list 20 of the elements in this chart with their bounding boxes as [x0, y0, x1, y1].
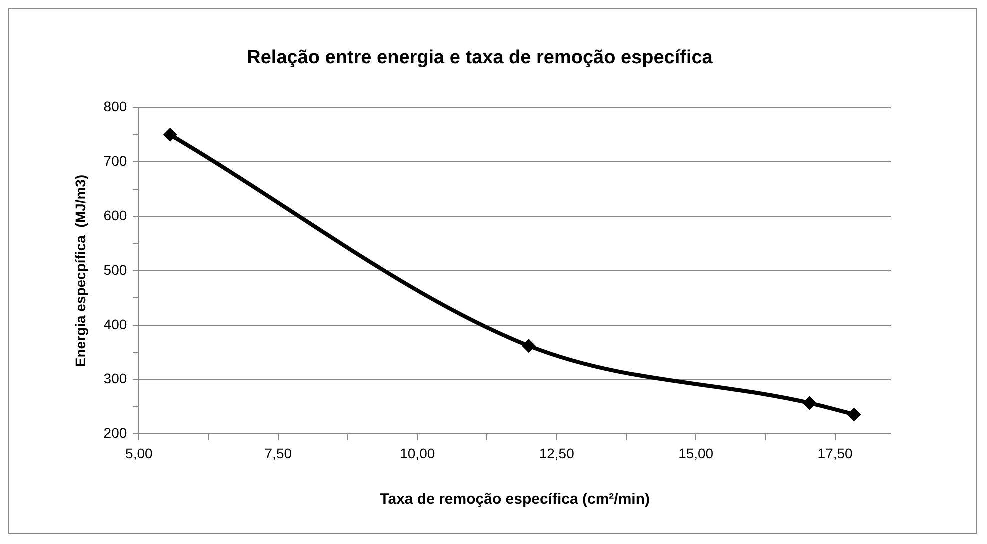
- y-tick-label: 300: [104, 370, 128, 387]
- y-tick-label: 200: [104, 425, 128, 442]
- y-axis-title: Energia especpífica (MJ/m3): [72, 174, 88, 368]
- x-tick-label: 5,00: [126, 445, 153, 462]
- x-tick-label: 7,50: [264, 445, 292, 462]
- x-tick-label: 17,50: [818, 445, 854, 462]
- y-tick-label: 600: [104, 207, 128, 224]
- y-tick-label: 700: [104, 153, 128, 170]
- chart-title: Relação entre energia e taxa de remoção específica: [247, 48, 714, 69]
- x-tick-label: 10,00: [400, 445, 436, 462]
- y-tick-label: 500: [104, 262, 128, 278]
- y-tick-label: 800: [104, 98, 128, 115]
- point: [522, 339, 536, 354]
- point: [802, 396, 817, 410]
- y-tick-label: 400: [104, 316, 128, 332]
- point: [847, 408, 862, 422]
- x-axis-title: Taxa de remoção específica (cm²/min): [380, 491, 650, 508]
- x-tick-label: 12,50: [539, 445, 575, 462]
- point: [163, 128, 178, 142]
- x-tick-label: 15,00: [678, 445, 714, 462]
